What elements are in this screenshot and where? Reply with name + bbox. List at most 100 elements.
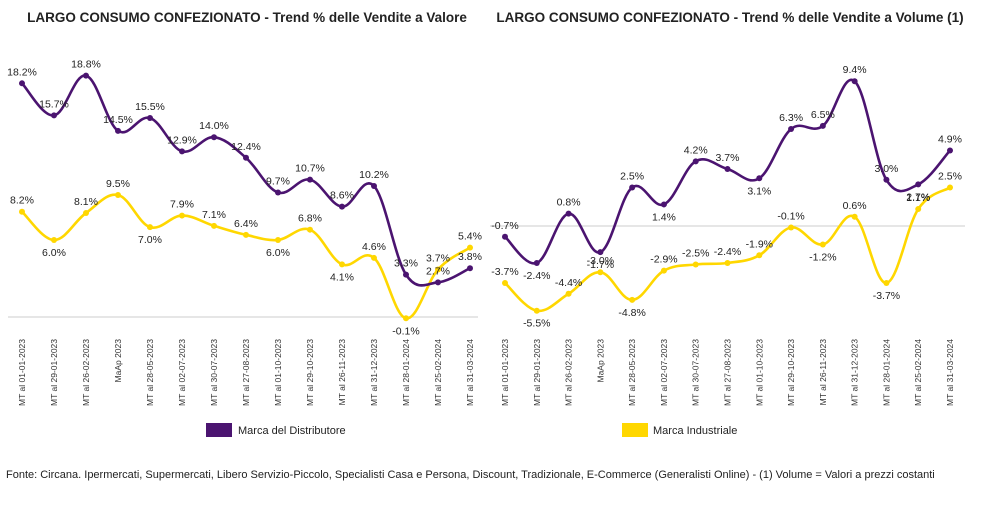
data-label-distributore: 2.7%	[906, 191, 930, 203]
x-tick-label: MT al 25-02-2024	[913, 339, 923, 406]
legend: Marca del Distributore Marca Industriale	[206, 423, 737, 437]
data-point-industriale	[597, 269, 604, 276]
data-point-industriale	[692, 261, 699, 268]
x-tick-label: MT al 31-12-2023	[369, 339, 379, 406]
data-label-industriale: -5.5%	[523, 318, 550, 330]
data-label-industriale: 2.5%	[938, 171, 962, 183]
data-point-industriale	[307, 226, 313, 233]
data-point-distributore	[371, 183, 377, 190]
data-label-industriale: -1.9%	[746, 238, 773, 250]
data-point-industriale	[565, 290, 572, 297]
legend-label-distributore: Marca del Distributore	[238, 425, 346, 437]
x-tick-label: MT al 28-05-2023	[145, 339, 155, 406]
x-tick-label: MT al 02-07-2023	[177, 339, 187, 406]
data-point-industriale	[19, 208, 25, 215]
data-point-distributore	[435, 279, 441, 286]
data-label-industriale: 6.4%	[234, 218, 258, 230]
data-label-industriale: 1.1%	[906, 192, 930, 204]
data-point-distributore	[403, 271, 409, 278]
data-point-industriale	[371, 254, 377, 261]
data-point-industriale	[788, 224, 795, 231]
data-label-industriale: -4.8%	[618, 307, 645, 319]
data-label-industriale: -2.5%	[682, 248, 709, 260]
data-point-distributore	[565, 210, 572, 217]
data-point-industriale	[179, 212, 185, 219]
data-label-distributore: -2.4%	[523, 270, 550, 282]
data-label-industriale: -3.0%	[587, 255, 614, 267]
x-tick-label: MT al 25-02-2024	[433, 339, 443, 406]
data-point-industriale	[915, 206, 922, 213]
data-point-industriale	[115, 192, 121, 199]
x-tick-label: MT al 31-12-2023	[850, 339, 860, 406]
data-label-distributore: -0.7%	[491, 220, 518, 232]
data-point-distributore	[307, 176, 313, 183]
data-point-industriale	[403, 315, 409, 322]
data-point-industriale	[83, 209, 89, 216]
data-point-industriale	[339, 261, 345, 268]
data-point-distributore	[275, 189, 281, 196]
data-point-distributore	[883, 176, 890, 183]
data-point-distributore	[819, 122, 826, 129]
data-point-industriale	[851, 213, 858, 220]
data-label-distributore: 3.7%	[716, 152, 740, 164]
data-label-distributore: 3.1%	[747, 185, 771, 197]
data-label-distributore: 10.7%	[295, 163, 325, 175]
data-point-industriale	[724, 259, 731, 266]
data-label-distributore: 8.6%	[330, 190, 354, 202]
data-point-industriale	[243, 231, 249, 238]
data-label-industriale: -0.1%	[777, 211, 804, 223]
data-point-distributore	[19, 80, 25, 87]
data-point-distributore	[629, 184, 636, 191]
data-point-distributore	[243, 154, 249, 161]
data-label-distributore: 6.5%	[811, 109, 835, 121]
data-label-distributore: 0.8%	[557, 197, 581, 209]
data-label-distributore: 3.8%	[458, 251, 482, 263]
data-point-distributore	[597, 249, 604, 256]
data-label-distributore: 1.4%	[652, 211, 676, 223]
data-label-industriale: -0.1%	[392, 325, 419, 337]
data-point-distributore	[756, 175, 763, 182]
data-point-distributore	[179, 148, 185, 155]
data-point-industriale	[629, 296, 636, 303]
data-label-distributore: 2.7%	[426, 265, 450, 277]
data-point-industriale	[660, 267, 667, 274]
data-point-industriale	[275, 236, 281, 243]
data-point-industriale	[147, 224, 153, 231]
data-point-distributore	[83, 72, 89, 79]
x-tick-label: MT al 27-08-2023	[241, 339, 251, 406]
data-label-industriale: -3.7%	[873, 290, 900, 302]
data-point-distributore	[339, 203, 345, 210]
x-tick-label: MT al 28-01-2024	[881, 339, 891, 406]
data-point-distributore	[915, 181, 922, 188]
data-label-distributore: 12.9%	[167, 134, 197, 146]
data-point-industriale	[819, 241, 826, 248]
data-label-industriale: 8.2%	[10, 195, 34, 207]
data-label-industriale: 6.8%	[298, 213, 322, 225]
data-label-industriale: 4.1%	[330, 271, 354, 283]
x-tick-label: MT al 29-01-2023	[49, 339, 59, 406]
chart-title-volume: LARGO CONSUMO CONFEZIONATO - Trend % del…	[496, 10, 963, 25]
data-point-industriale	[467, 244, 473, 251]
x-tick-label: MT al 01-10-2023	[273, 339, 283, 406]
data-label-distributore: 14.5%	[103, 114, 133, 126]
x-tick-label: MT al 30-07-2023	[209, 339, 219, 406]
data-label-industriale: -2.9%	[650, 254, 677, 266]
x-tick-label: MT al 29-10-2023	[786, 339, 796, 406]
x-tick-label: MT al 28-05-2023	[627, 339, 637, 406]
data-label-distributore: 18.8%	[71, 59, 101, 71]
data-point-distributore	[660, 201, 667, 208]
data-point-industriale	[533, 307, 540, 314]
data-point-industriale	[502, 279, 508, 286]
data-point-industriale	[756, 252, 763, 259]
data-label-distributore: 10.2%	[359, 169, 389, 181]
data-point-distributore	[51, 112, 57, 119]
x-tick-label: MT al 31-03-2024	[465, 339, 475, 406]
data-label-distributore: 4.9%	[938, 134, 962, 146]
data-label-industriale: 3.7%	[426, 252, 450, 264]
x-tick-label: MT al 01-01-2023	[500, 339, 510, 406]
data-point-industriale	[435, 266, 441, 273]
series-line-distributore	[21, 74, 471, 287]
data-label-industriale: 7.0%	[138, 234, 162, 246]
data-point-distributore	[724, 166, 731, 173]
